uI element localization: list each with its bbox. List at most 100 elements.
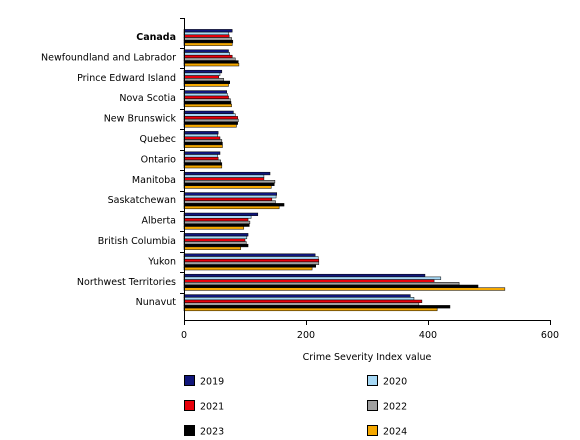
- bar-saskatchewan-2020: [183, 195, 277, 199]
- bar-yukon-2021: [183, 258, 320, 263]
- bar-canada-2020: [183, 31, 229, 36]
- bar-quebec-2022: [183, 139, 223, 143]
- bar-manitoba-2020: [183, 174, 265, 178]
- x-tick-label-600: 600: [541, 330, 559, 341]
- axes-layer: 0 200 400 600 Crime Severity Index value: [180, 18, 559, 363]
- bar-prince-edward-island-2023: [183, 80, 230, 84]
- bar-yukon-2024: [183, 267, 313, 271]
- category-label-canada: Canada: [136, 32, 176, 43]
- category-label-british-columbia: British Columbia: [98, 236, 176, 247]
- bars-layer: [183, 29, 506, 312]
- bar-prince-edward-island-2021: [183, 75, 220, 79]
- bar-newfoundland-and-labrador-2019: [183, 49, 229, 53]
- bar-british-columbia-2022: [183, 241, 247, 245]
- category-label-new-brunswick: New Brunswick: [104, 114, 177, 125]
- bar-northwest-territories-2020: [183, 276, 442, 280]
- bar-prince-edward-island-2019: [183, 69, 223, 74]
- category-label-northwest-territories: Northwest Territories: [77, 277, 176, 288]
- bar-british-columbia-2020: [183, 235, 248, 240]
- bar-northwest-territories-2024: [183, 287, 506, 291]
- legend-swatch-2020: [367, 375, 378, 386]
- bar-newfoundland-and-labrador-2023: [183, 60, 239, 64]
- bar-yukon-2023: [183, 264, 317, 268]
- bar-nova-scotia-2022: [183, 98, 231, 102]
- bar-saskatchewan-2022: [183, 200, 276, 204]
- bar-ontario-2021: [183, 156, 219, 161]
- bar-nova-scotia-2021: [183, 95, 229, 99]
- x-tick-label-0: 0: [181, 330, 187, 341]
- bar-yukon-2019: [183, 253, 316, 257]
- bar-canada-2024: [183, 42, 233, 46]
- category-label-manitoba: Manitoba: [132, 175, 176, 186]
- bar-nunavut-2023: [183, 305, 451, 309]
- bar-nunavut-2021: [183, 299, 423, 303]
- legend-label-2023: 2023: [200, 427, 224, 438]
- bar-canada-2022: [183, 37, 232, 41]
- bar-nova-scotia-2023: [183, 101, 232, 105]
- bar-saskatchewan-2024: [183, 205, 280, 210]
- bar-manitoba-2021: [183, 177, 265, 181]
- bar-manitoba-2024: [183, 185, 272, 189]
- bar-new-brunswick-2019: [183, 110, 234, 114]
- bar-new-brunswick-2021: [183, 116, 238, 120]
- bar-ontario-2019: [183, 151, 221, 155]
- bar-nova-scotia-2020: [183, 93, 228, 97]
- bar-northwest-territories-2019: [183, 273, 426, 278]
- bar-saskatchewan-2019: [183, 192, 277, 196]
- bar-ontario-2023: [183, 162, 223, 166]
- bar-prince-edward-island-2024: [183, 83, 229, 87]
- bar-new-brunswick-2020: [183, 113, 236, 117]
- bar-manitoba-2019: [183, 171, 271, 176]
- bar-alberta-2023: [183, 223, 250, 227]
- bar-prince-edward-island-2022: [183, 78, 224, 82]
- bar-quebec-2023: [183, 141, 223, 146]
- bar-new-brunswick-2022: [183, 118, 239, 123]
- bar-nova-scotia-2019: [183, 90, 227, 94]
- legend-label-2021: 2021: [200, 402, 224, 413]
- bar-british-columbia-2023: [183, 243, 249, 248]
- category-labels: Canada Newfoundland and Labrador Prince Ed…: [41, 32, 176, 308]
- bar-northwest-territories-2022: [183, 282, 460, 286]
- bar-nova-scotia-2024: [183, 103, 232, 108]
- legend-swatch-2023: [184, 425, 195, 436]
- bar-newfoundland-and-labrador-2020: [183, 52, 230, 56]
- bar-alberta-2022: [183, 220, 251, 225]
- bar-newfoundland-and-labrador-2024: [183, 63, 240, 67]
- bar-saskatchewan-2023: [183, 203, 285, 207]
- bar-new-brunswick-2024: [183, 124, 237, 128]
- bar-quebec-2019: [183, 131, 219, 135]
- bar-saskatchewan-2021: [183, 197, 273, 201]
- bar-british-columbia-2024: [183, 246, 241, 250]
- bar-new-brunswick-2023: [183, 121, 238, 125]
- bar-manitoba-2023: [183, 182, 275, 186]
- legend-label-2020: 2020: [383, 377, 407, 388]
- bar-alberta-2021: [183, 218, 249, 222]
- legend-label-2022: 2022: [383, 402, 407, 413]
- legend-swatch-2021: [184, 400, 195, 411]
- bar-alberta-2024: [183, 226, 245, 230]
- legend: 2019 2020 2021 2022 2023 2024: [184, 375, 407, 438]
- legend-swatch-2022: [367, 400, 378, 411]
- bar-nunavut-2019: [183, 294, 411, 298]
- bar-alberta-2020: [183, 215, 252, 219]
- legend-swatch-2024: [367, 425, 378, 436]
- bar-newfoundland-and-labrador-2021: [183, 54, 233, 59]
- bar-yukon-2022: [183, 261, 320, 265]
- category-label-alberta: Alberta: [142, 216, 176, 227]
- bar-nunavut-2020: [183, 297, 415, 301]
- category-label-nova-scotia: Nova Scotia: [119, 93, 176, 104]
- category-label-newfoundland-and-labrador: Newfoundland and Labrador: [41, 52, 176, 63]
- category-label-yukon: Yukon: [147, 256, 176, 267]
- bar-quebec-2024: [183, 144, 223, 148]
- bar-nunavut-2024: [183, 307, 438, 312]
- bar-canada-2021: [183, 34, 230, 38]
- legend-label-2024: 2024: [383, 427, 407, 438]
- category-label-saskatchewan: Saskatchewan: [108, 195, 176, 206]
- bar-newfoundland-and-labrador-2022: [183, 57, 236, 61]
- legend-swatch-2019: [184, 375, 195, 386]
- bar-canada-2023: [183, 39, 234, 44]
- x-axis-title: Crime Severity Index value: [303, 352, 432, 363]
- bar-northwest-territories-2023: [183, 284, 479, 288]
- bar-canada-2019: [183, 29, 233, 33]
